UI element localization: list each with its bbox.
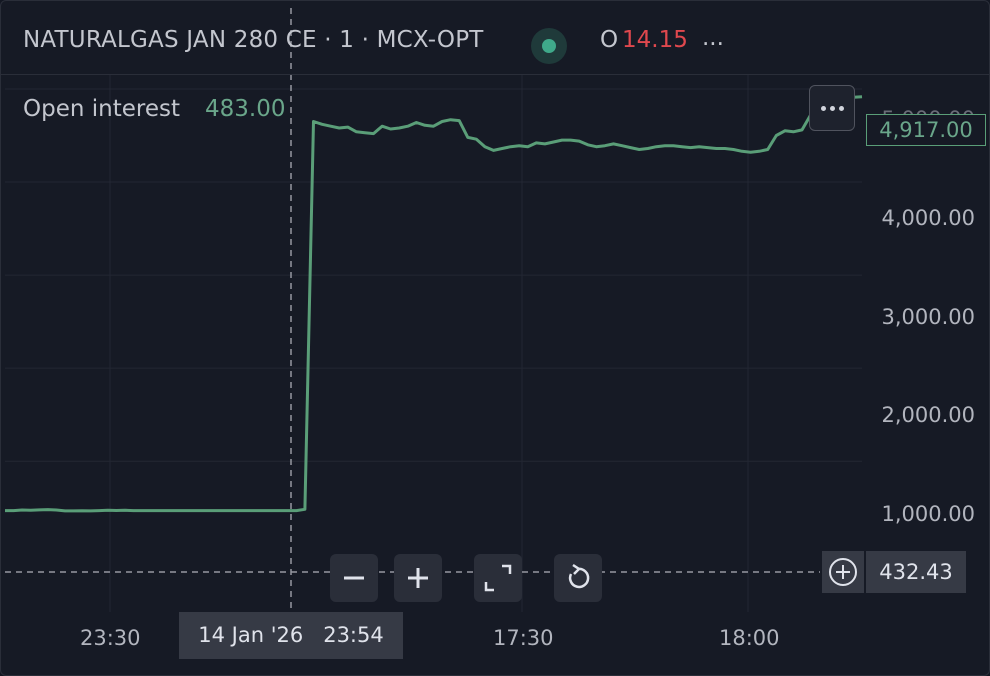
horizontal-grid xyxy=(5,88,862,462)
last-value-label: 4,917.00 xyxy=(866,114,986,146)
fullscreen-button[interactable] xyxy=(474,554,522,602)
y-tick-label: 3,000.00 xyxy=(881,305,975,329)
crosshair-price-label: 432.43 xyxy=(866,551,966,593)
series-line xyxy=(5,95,863,513)
zoom-out-button[interactable] xyxy=(330,554,378,602)
more-button[interactable] xyxy=(809,85,855,131)
chart-header: NATURALGAS JAN 280 CE · 1 · MCX-OPT O 14… xyxy=(0,8,990,75)
zoom-out-icon xyxy=(344,576,364,580)
legend-series-name[interactable]: Open interest xyxy=(23,96,180,122)
reset-icon xyxy=(568,563,590,589)
ohlc-open-value: 14.15 xyxy=(622,27,688,53)
ohlc-open-label: O xyxy=(600,27,619,53)
fullscreen-icon xyxy=(484,564,512,592)
legend-series-value: 483.00 xyxy=(205,96,286,122)
status-dot-icon xyxy=(542,39,556,53)
y-tick-label: 4,000.00 xyxy=(881,206,975,230)
grid xyxy=(109,75,749,612)
ohlc-more[interactable]: ... xyxy=(702,25,724,51)
reset-button[interactable] xyxy=(554,554,602,602)
market-status-indicator[interactable] xyxy=(531,28,567,64)
y-tick-label: 2,000.00 xyxy=(881,403,975,427)
x-tick-label: 18:00 xyxy=(719,626,780,650)
plus-circle-icon xyxy=(829,558,857,586)
add-alert-button[interactable] xyxy=(822,551,864,593)
symbol-title[interactable]: NATURALGAS JAN 280 CE · 1 · MCX-OPT xyxy=(23,27,484,53)
x-tick-label: 23:30 xyxy=(80,626,141,650)
crosshair-time-label: 14 Jan '26 23:54 xyxy=(179,612,403,659)
x-tick-label: 17:30 xyxy=(493,626,554,650)
zoom-in-button[interactable] xyxy=(394,554,442,602)
y-tick-label: 1,000.00 xyxy=(881,502,975,526)
more-icon xyxy=(821,106,826,111)
zoom-in-icon xyxy=(408,568,428,588)
